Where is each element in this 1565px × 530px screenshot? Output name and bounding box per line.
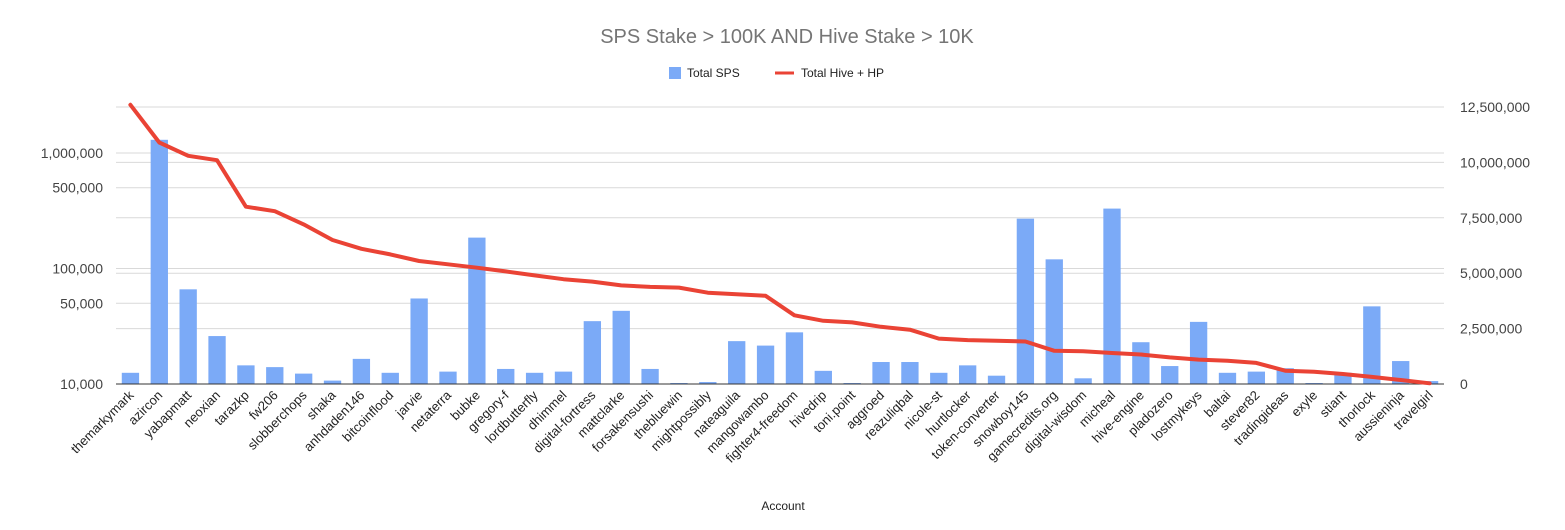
bar [1247,371,1266,384]
bar [381,372,399,384]
legend: Total SPS Total Hive + HP [669,66,884,80]
bar [872,362,890,384]
bar [352,358,371,384]
y-left-tick-label: 10,000 [60,376,103,392]
bar [785,332,804,384]
gridlines [116,106,1444,330]
bar [1016,218,1035,384]
y-right-tick-label: 2,500,000 [1460,321,1522,337]
y-right-tick-label: 5,000,000 [1460,265,1522,281]
bar [525,372,544,384]
bar [150,139,168,384]
bar [439,371,457,384]
bar [323,380,342,384]
bar [1363,306,1381,384]
bar [987,375,1006,384]
bar [756,345,775,384]
bar [237,365,255,384]
bar [554,371,573,384]
y-right-tick-label: 10,000,000 [1460,154,1530,170]
bar [814,370,832,384]
bar [583,321,602,384]
y-left-tick-label: 100,000 [52,260,103,276]
bar [1045,259,1063,384]
bar [294,373,313,384]
bar [728,341,746,384]
y-left-tick-label: 50,000 [60,295,103,311]
series-line [128,102,1432,386]
bar [1218,372,1237,384]
bar [410,298,428,384]
x-tick-label: themarkymark [68,387,137,456]
bar [1161,366,1179,384]
bar [1334,372,1352,384]
bar [1103,208,1121,384]
legend-label-total-hive-hp: Total Hive + HP [801,66,884,80]
bar [930,372,948,384]
legend-swatch-total-sps [669,67,681,79]
bar [179,289,197,384]
bar [1132,342,1150,384]
x-tick-label: exyle [1288,388,1320,420]
y-axis-left: 10,000 50,000 100,000 500,000 1,000,000 [41,145,104,392]
x-axis-labels: themarkymarkazirconyabapmattneoxiantaraz… [68,387,1436,466]
line-total-hive-hp [128,102,1432,386]
y-left-tick-label: 500,000 [52,180,103,196]
bar [901,362,919,384]
y-left-tick-label: 1,000,000 [41,145,103,161]
bar [612,310,630,384]
bars-total-sps [121,139,1439,384]
bar [208,336,226,384]
bar [468,237,486,384]
bar [958,365,977,384]
y-right-tick-label: 12,500,000 [1460,99,1530,115]
y-right-tick-label: 7,500,000 [1460,210,1522,226]
bar [699,382,717,384]
bar [266,367,284,384]
y-axis-right: 0 2,500,000 5,000,000 7,500,000 10,000,000 12… [1460,99,1530,392]
bar [121,372,140,384]
legend-label-total-sps: Total SPS [687,66,740,80]
bar [641,368,659,384]
y-right-tick-label: 0 [1460,376,1468,392]
bar [497,368,515,384]
x-axis-title: Account [761,499,805,513]
bar [1074,378,1092,384]
chart-title: SPS Stake > 100K AND Hive Stake > 10K [600,26,974,48]
bar [1189,321,1208,384]
